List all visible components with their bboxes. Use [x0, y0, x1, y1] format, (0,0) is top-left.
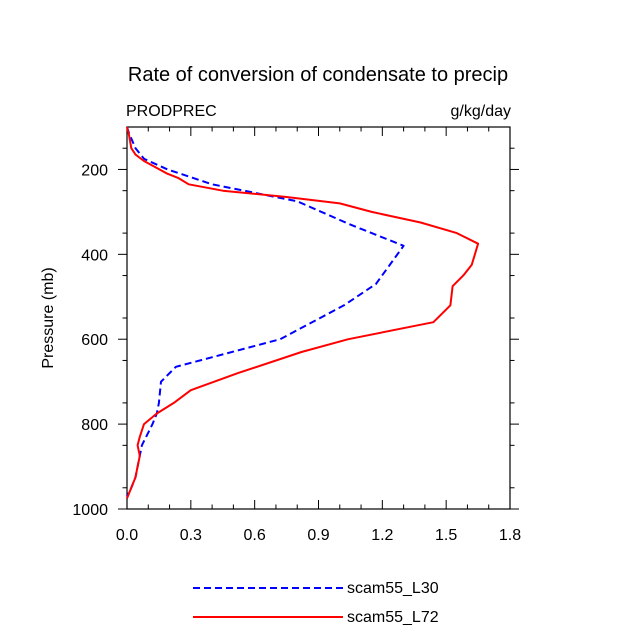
x-tick-label: 1.2: [371, 527, 393, 544]
x-tick-label: 0.0: [116, 527, 138, 544]
series-line-scam55_L30: [126, 126, 405, 497]
y-tick-label: 800: [81, 417, 108, 434]
chart-title: Rate of conversion of condensate to prec…: [128, 64, 508, 86]
x-tick-label: 0.6: [244, 527, 266, 544]
y-tick-label: 400: [81, 247, 108, 264]
x-tick-label: 1.8: [499, 527, 521, 544]
units-label: g/kg/day: [451, 103, 511, 120]
y-tick-label: 200: [81, 162, 108, 179]
plot-frame: [126, 126, 511, 510]
x-tick-label: 1.5: [435, 527, 457, 544]
legend-label: scam55_L30: [347, 580, 439, 597]
series-line-scam55_L72: [126, 126, 480, 499]
x-tick-label: 0.3: [180, 527, 202, 544]
plot-layer: 0.0 0.3 0.6 0.9 1.2 1.5 1.8 200 400 600 800 1000 sca…: [72, 126, 521, 626]
legend-label: scam55_L72: [347, 609, 439, 626]
variable-name-label: PRODPREC: [126, 103, 217, 120]
y-tick-label: 600: [81, 332, 108, 349]
y-axis-title: Pressure (mb): [40, 267, 57, 368]
y-tick-label: 1000: [72, 502, 108, 519]
x-tick-label: 0.9: [307, 527, 329, 544]
